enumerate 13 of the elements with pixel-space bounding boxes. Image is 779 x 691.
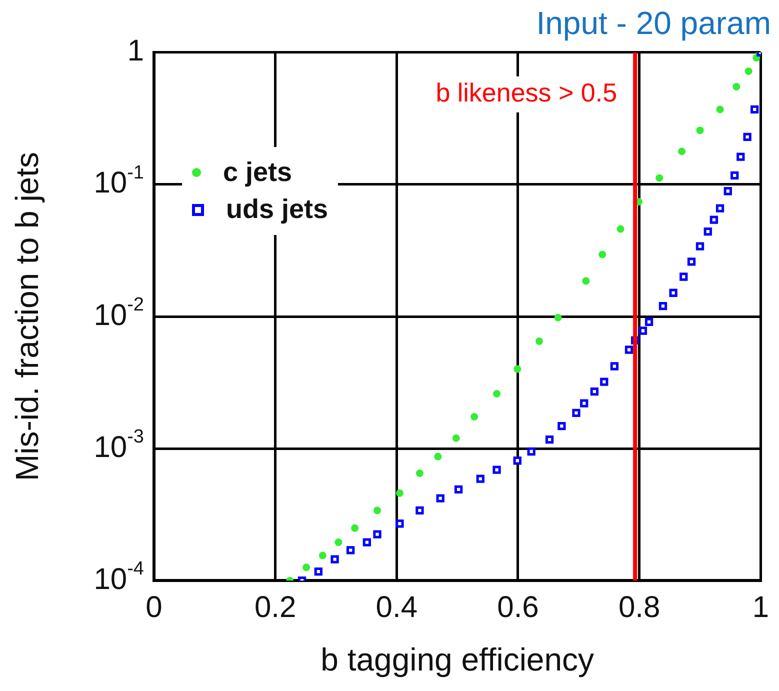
ref-line-label: b likeness > 0.5 (436, 78, 618, 108)
x-tick-label: 0 (146, 590, 162, 624)
x-tick-label: 0.2 (254, 590, 296, 624)
legend-label: c jets (223, 157, 292, 188)
legend-label: uds jets (226, 194, 328, 226)
y-tick-label: 1 (127, 34, 144, 68)
x-tick-label: 0.6 (497, 590, 539, 624)
x-axis-title: b tagging efficiency (320, 642, 594, 678)
x-tick-label: 0.8 (618, 590, 660, 624)
y-axis-title: Mis-id. fraction to b jets (9, 152, 46, 481)
chart-title: Input - 20 param (536, 5, 771, 42)
x-tick-label: 1 (752, 590, 769, 624)
x-tick-label: 0.4 (376, 590, 418, 624)
